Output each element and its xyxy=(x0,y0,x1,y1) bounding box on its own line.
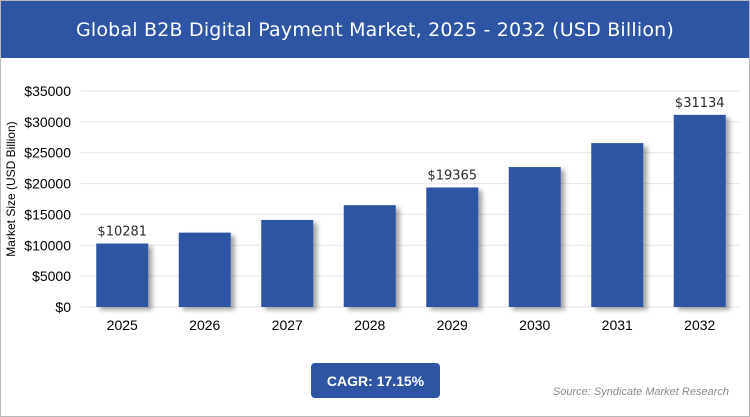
cagr-badge: CAGR: 17.15% xyxy=(311,363,440,398)
bar-2029 xyxy=(426,187,479,307)
bar-2032 xyxy=(673,114,726,308)
y-tick-label: $20000 xyxy=(24,176,71,192)
y-tick-label: $15000 xyxy=(24,206,71,222)
cagr-label: CAGR: 17.15% xyxy=(326,372,425,389)
x-axis-ticks: 2025 2026 2027 2028 2029 2030 2031 2032 xyxy=(107,317,716,333)
y-tick-label: $25000 xyxy=(24,145,71,161)
bar-2025 xyxy=(96,243,149,307)
source-note: Source: Syndicate Market Research xyxy=(552,386,729,398)
y-axis-ticks: $0 $5000 $10000 $15000 $20000 $25000 $30000 $35… xyxy=(24,83,71,315)
y-axis-label: Market Size (USD Billion) xyxy=(4,121,18,256)
x-tick-label: 2028 xyxy=(354,317,385,333)
data-labels: $10281 $19365 $31134 xyxy=(97,96,724,240)
bar-2027 xyxy=(261,219,314,307)
y-tick-label: $10000 xyxy=(24,237,71,253)
data-label-2032: $31134 xyxy=(675,96,725,111)
data-label-2029: $19365 xyxy=(427,168,477,183)
x-tick-label: 2025 xyxy=(107,317,138,333)
bar-2030 xyxy=(508,167,561,307)
data-label-2025: $10281 xyxy=(97,225,147,240)
y-tick-label: $5000 xyxy=(32,268,71,284)
x-tick-label: 2030 xyxy=(519,317,550,333)
x-tick-label: 2027 xyxy=(272,317,303,333)
bar-2026 xyxy=(178,232,231,307)
y-tick-label: $30000 xyxy=(24,114,71,130)
bars xyxy=(96,114,726,308)
bar-2028 xyxy=(343,205,396,307)
chart-header: Global B2B Digital Payment Market, 2025 … xyxy=(1,1,749,58)
chart-title: Global B2B Digital Payment Market, 2025 … xyxy=(75,18,675,41)
y-tick-label: $0 xyxy=(55,299,71,315)
x-tick-label: 2026 xyxy=(189,317,220,333)
x-tick-label: 2029 xyxy=(437,317,468,333)
x-tick-label: 2031 xyxy=(602,317,633,333)
x-tick-label: 2032 xyxy=(684,317,715,333)
y-tick-label: $35000 xyxy=(24,83,71,99)
bar-2031 xyxy=(591,143,644,307)
